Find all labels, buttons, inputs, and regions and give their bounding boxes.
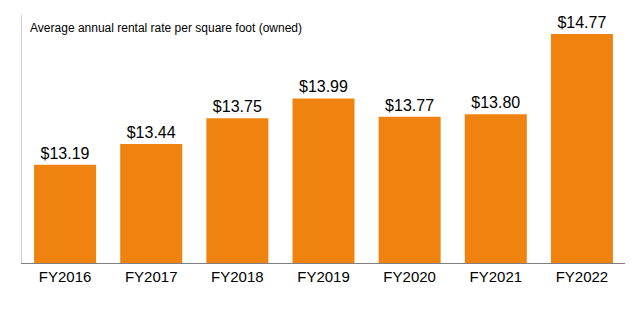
svg-text:FY2022: FY2022 — [556, 268, 609, 285]
svg-text:$13.75: $13.75 — [213, 98, 262, 115]
svg-text:FY2021: FY2021 — [470, 268, 523, 285]
svg-text:$13.44: $13.44 — [127, 124, 176, 141]
svg-text:FY2019: FY2019 — [297, 268, 350, 285]
svg-text:$13.99: $13.99 — [299, 78, 348, 95]
svg-text:$13.77: $13.77 — [385, 97, 434, 114]
svg-text:$14.77: $14.77 — [557, 14, 606, 31]
svg-text:Average annual rental rate per: Average annual rental rate per square fo… — [30, 21, 302, 35]
svg-text:FY2016: FY2016 — [39, 268, 92, 285]
svg-text:$13.80: $13.80 — [471, 94, 520, 111]
svg-text:FY2018: FY2018 — [211, 268, 264, 285]
svg-text:$13.19: $13.19 — [41, 145, 90, 162]
svg-text:FY2020: FY2020 — [383, 268, 436, 285]
svg-text:FY2017: FY2017 — [125, 268, 178, 285]
